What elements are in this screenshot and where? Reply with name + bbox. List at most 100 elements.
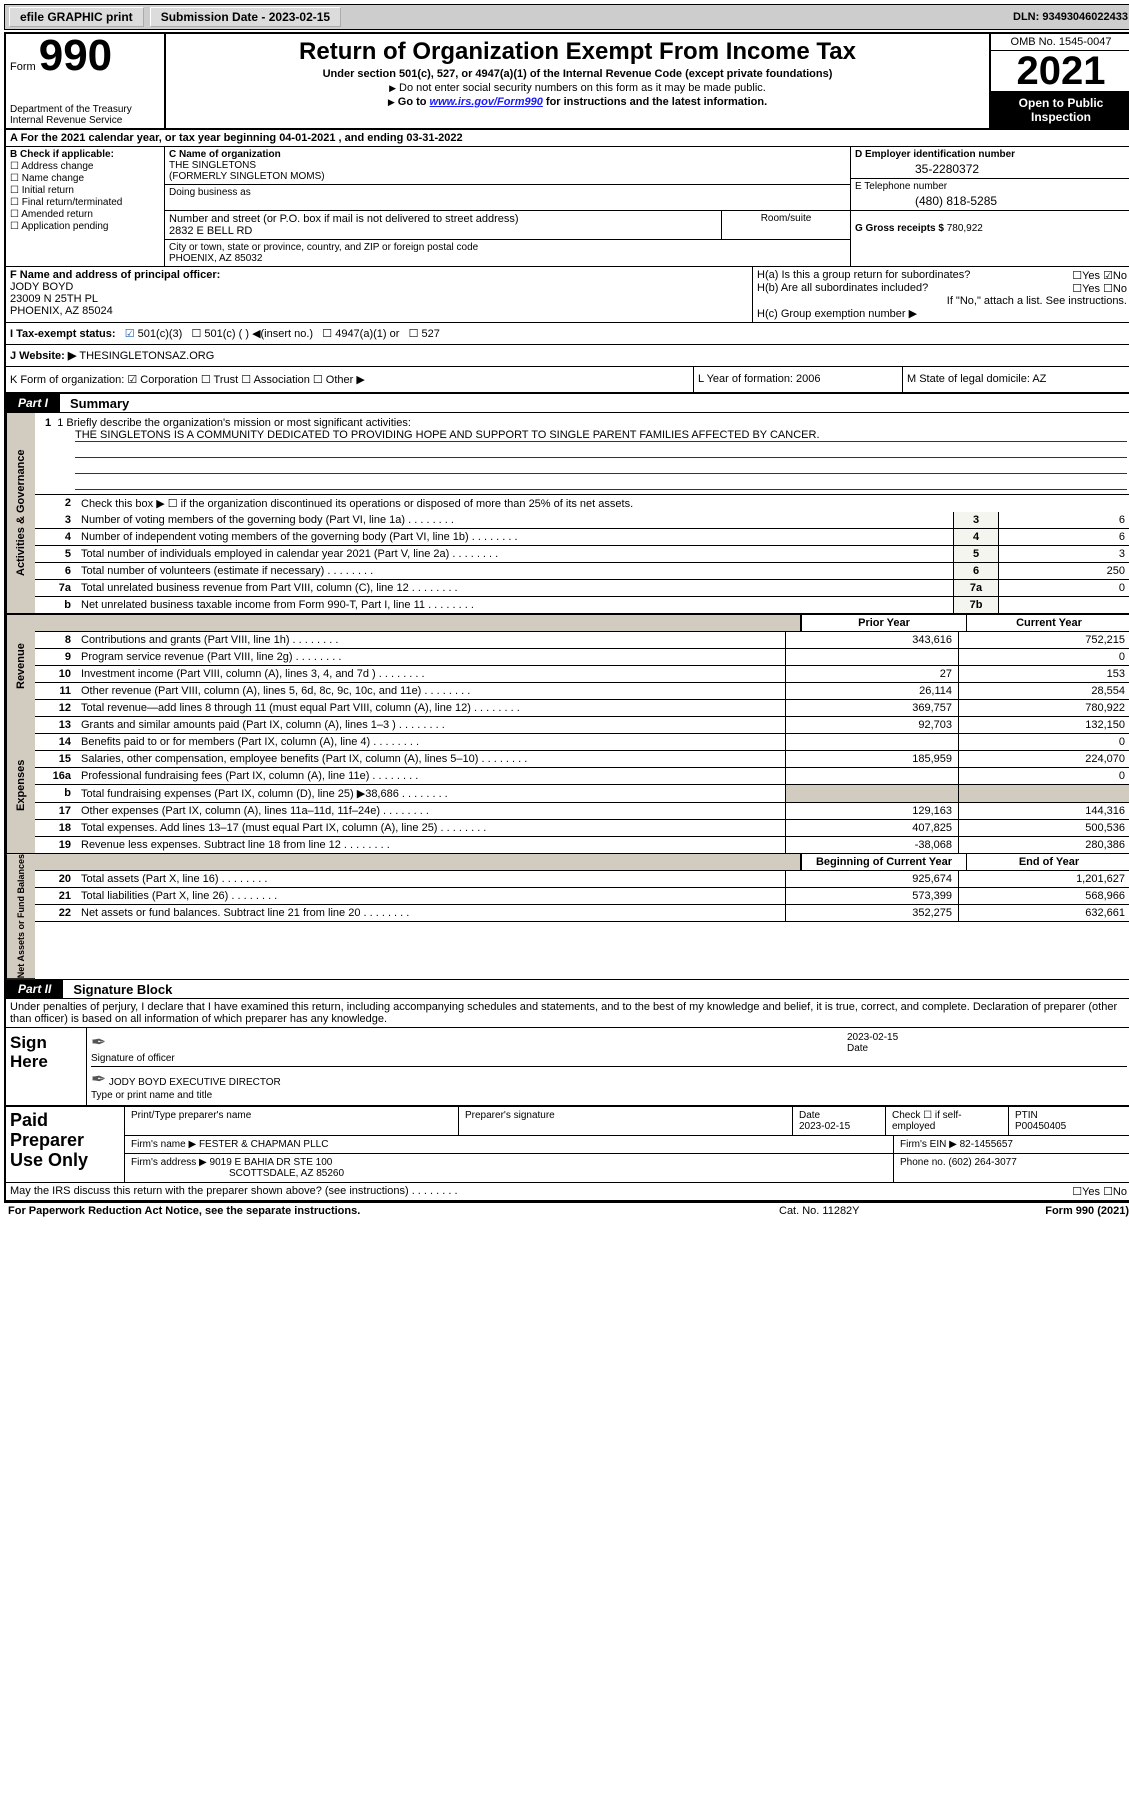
part2-label: Part II [6, 980, 63, 998]
tax-year: 2021 [991, 51, 1129, 92]
sign-here: Sign Here [6, 1028, 86, 1105]
may-ans[interactable]: ☐Yes ☐No [1072, 1185, 1127, 1198]
c-dba-label: Doing business as [169, 187, 846, 198]
paid-preparer-row: Paid Preparer Use Only Print/Type prepar… [6, 1106, 1129, 1183]
governance-block: Activities & Governance 1 1 Briefly desc… [6, 413, 1129, 614]
j-val: THESINGLETONSAZ.ORG [79, 350, 214, 362]
d-ein: D Employer identification number 35-2280… [851, 147, 1129, 179]
l2-num: 2 [35, 495, 77, 512]
net-row-21: 21Total liabilities (Part X, line 26)573… [35, 888, 1129, 905]
g-val: 780,922 [947, 223, 983, 234]
paid-fields: Print/Type preparer's name Preparer's si… [124, 1107, 1129, 1182]
chk-final[interactable]: Final return/terminated [10, 197, 160, 208]
header-sub: Under section 501(c), 527, or 4947(a)(1)… [172, 68, 983, 80]
gov-row-4: 4Number of independent voting members of… [35, 529, 1129, 546]
form-word: Form [10, 61, 36, 73]
ha-ans[interactable]: ☐Yes ☑No [1072, 269, 1127, 282]
f-addr1: 23009 N 25TH PL [10, 293, 98, 305]
may-text: May the IRS discuss this return with the… [10, 1185, 1072, 1198]
brief-line2 [75, 444, 1127, 458]
exp-row-13: 13Grants and similar amounts paid (Part … [35, 717, 1129, 734]
net-row-20: 20Total assets (Part X, line 16)925,6741… [35, 871, 1129, 888]
c-city: City or town, state or province, country… [165, 240, 850, 266]
firm-addr2: SCOTTSDALE, AZ 85260 [131, 1168, 344, 1179]
twocol-header-row: Revenue Prior Year Current Year 8Contrib… [6, 614, 1129, 717]
twocol2-header: Beginning of Current Year End of Year [35, 854, 1129, 871]
open-inspection: Open to Public Inspection [991, 92, 1129, 128]
footer-right: Form 990 (2021) [979, 1205, 1129, 1217]
c-name-label: C Name of organization [169, 149, 846, 160]
hb: H(b) Are all subordinates included? [757, 282, 1072, 295]
firm-ein-lbl: Firm's EIN ▶ [900, 1139, 960, 1150]
gov-row-b: bNet unrelated business taxable income f… [35, 597, 1129, 614]
subdate-btn[interactable]: Submission Date - 2023-02-15 [150, 7, 341, 27]
firm-addr-lbl: Firm's address ▶ [131, 1157, 210, 1168]
part1-title: Summary [60, 396, 129, 411]
exp-row-b: bTotal fundraising expenses (Part IX, co… [35, 785, 1129, 803]
c-dba: Doing business as [165, 185, 850, 211]
f-block: F Name and address of principal officer:… [6, 267, 752, 322]
chk-name[interactable]: Name change [10, 173, 160, 184]
chk-amended[interactable]: Amended return [10, 209, 160, 220]
b-label: B Check if applicable: [10, 149, 160, 160]
gov-row-7a: 7aTotal unrelated business revenue from … [35, 580, 1129, 597]
hb-ans[interactable]: ☐Yes ☐No [1072, 282, 1127, 295]
exp-row-16a: 16aProfessional fundraising fees (Part I… [35, 768, 1129, 785]
i-527: 527 [422, 328, 440, 340]
hc: H(c) Group exemption number ▶ [757, 307, 1127, 320]
form-outer: Form 990 Department of the Treasury Inte… [4, 32, 1129, 1203]
chk-pending[interactable]: Application pending [10, 221, 160, 232]
brief-label: 1 Briefly describe the organization's mi… [57, 417, 411, 429]
goto-a: Go to [398, 96, 430, 108]
c-city-val: PHOENIX, AZ 85032 [169, 253, 846, 264]
k-form-org: K Form of organization: ☑ Corporation ☐ … [6, 367, 693, 392]
chk-initial[interactable]: Initial return [10, 185, 160, 196]
h-block: H(a) Is this a group return for subordin… [752, 267, 1129, 322]
exp-row-14: 14Benefits paid to or for members (Part … [35, 734, 1129, 751]
chk-address[interactable]: Address change [10, 161, 160, 172]
e-label: E Telephone number [855, 181, 947, 192]
c-formerly: (FORMERLY SINGLETON MOMS) [169, 171, 846, 182]
goto-b: for instructions and the latest informat… [543, 96, 767, 108]
paid-h5v: P00450405 [1015, 1121, 1066, 1132]
tab-governance: Activities & Governance [6, 413, 35, 614]
gov-row-6: 6Total number of volunteers (estimate if… [35, 563, 1129, 580]
e-val: (480) 818-5285 [855, 192, 1127, 208]
header-mid: Return of Organization Exempt From Incom… [166, 34, 989, 128]
subdate-label: Submission Date - [161, 10, 269, 24]
exp-row-15: 15Salaries, other compensation, employee… [35, 751, 1129, 768]
paid-h4[interactable]: Check ☐ if self-employed [892, 1110, 962, 1132]
f-addr2: PHOENIX, AZ 85024 [10, 305, 113, 317]
net-row-22: 22Net assets or fund balances. Subtract … [35, 905, 1129, 922]
col-end: End of Year [966, 854, 1129, 870]
header-right: OMB No. 1545-0047 2021 Open to Public In… [989, 34, 1129, 128]
footer-mid: Cat. No. 11282Y [779, 1205, 979, 1217]
d-val: 35-2280372 [855, 160, 1127, 176]
top-bar: efile GRAPHIC print Submission Date - 20… [4, 4, 1129, 30]
irs-link[interactable]: www.irs.gov/Form990 [430, 96, 543, 108]
i-label: I Tax-exempt status: [10, 328, 116, 340]
c-addr-val: 2832 E BELL RD [169, 225, 717, 237]
i-4947: 4947(a)(1) or [335, 328, 399, 340]
part1-header: Part I Summary [6, 394, 1129, 413]
g-label: G Gross receipts $ [855, 223, 947, 234]
efile-btn[interactable]: efile GRAPHIC print [9, 7, 144, 27]
firm-name: FESTER & CHAPMAN PLLC [199, 1139, 328, 1150]
header-line1: Do not enter social security numbers on … [172, 82, 983, 94]
may-discuss: May the IRS discuss this return with the… [6, 1183, 1129, 1201]
c-name-val: THE SINGLETONS [169, 160, 846, 171]
l2-text: Check this box ▶ ☐ if the organization d… [77, 495, 1129, 512]
rev-row-11: 11Other revenue (Part VIII, column (A), … [35, 683, 1129, 700]
sig-fields: ✒ Signature of officer 2023-02-15 Date ✒… [86, 1028, 1129, 1105]
hb-note: If "No," attach a list. See instructions… [757, 295, 1127, 307]
footer: For Paperwork Reduction Act Notice, see … [4, 1203, 1129, 1219]
f-name: JODY BOYD [10, 281, 73, 293]
row-a: A For the 2021 calendar year, or tax yea… [6, 130, 1129, 147]
gov-row-5: 5Total number of individuals employed in… [35, 546, 1129, 563]
col-begin: Beginning of Current Year [801, 854, 966, 870]
netassets-block: Net Assets or Fund Balances Beginning of… [6, 854, 1129, 979]
sig-officer-name: JODY BOYD EXECUTIVE DIRECTOR [109, 1077, 281, 1088]
brief: 1 1 Briefly describe the organization's … [35, 413, 1129, 495]
expenses-block: Expenses 13Grants and similar amounts pa… [6, 717, 1129, 854]
tab-expenses: Expenses [6, 717, 35, 854]
